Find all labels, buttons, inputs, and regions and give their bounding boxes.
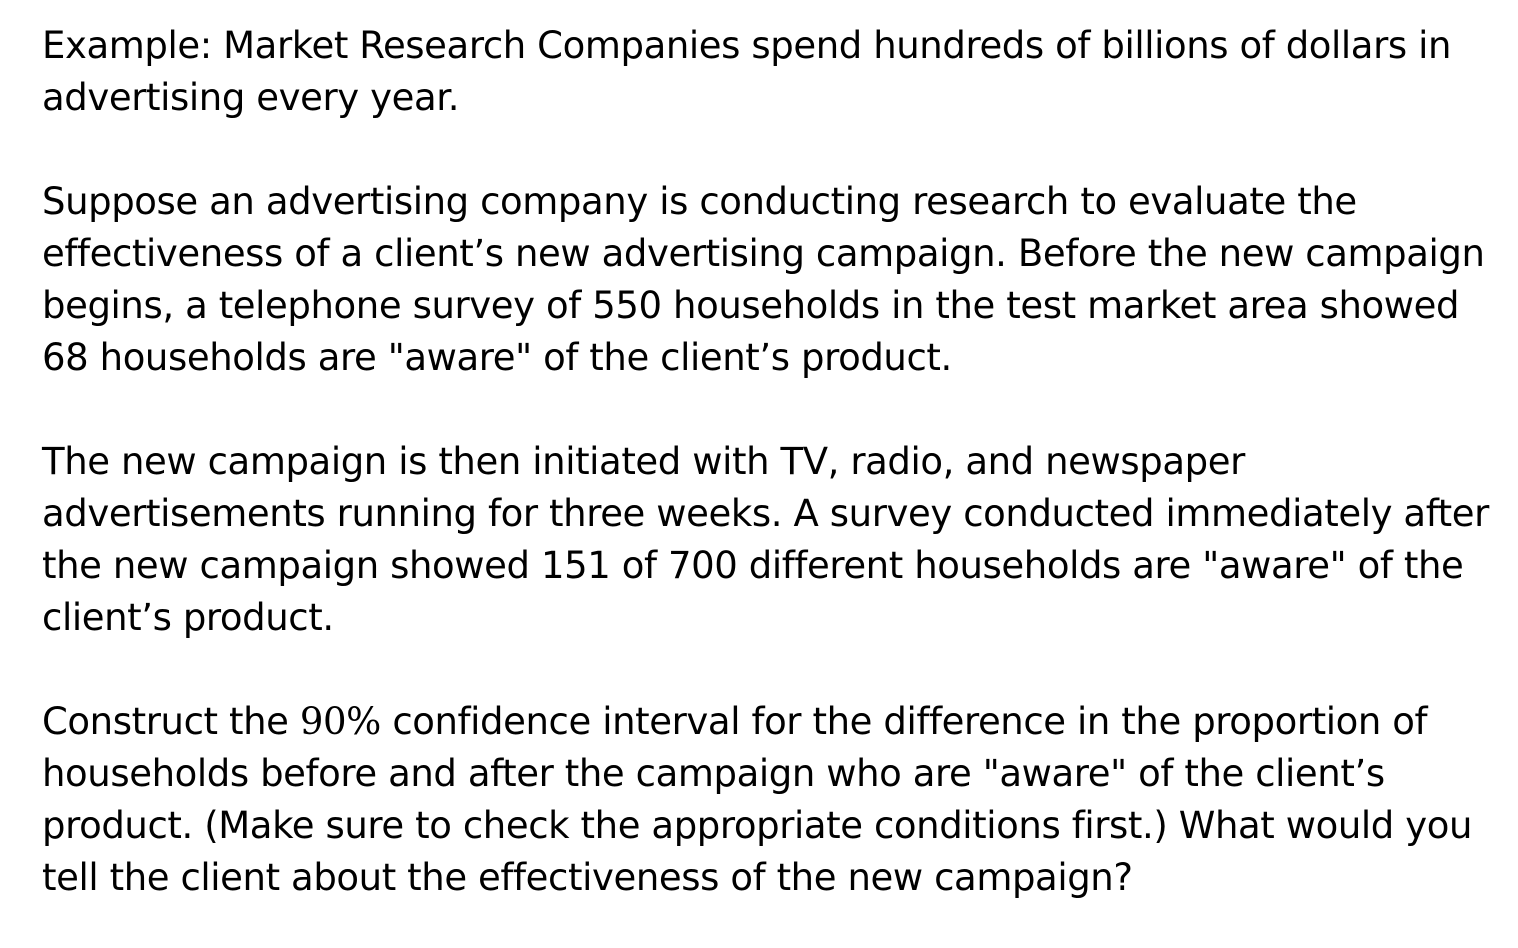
followup-paragraph: The new campaign is then initiated with … [42,440,1489,639]
question-rest: confidence interval for the difference i… [42,700,1472,899]
document-page: Example: Market Research Companies spend… [42,20,1492,904]
intro-paragraph: Example: Market Research Companies spend… [42,24,1452,119]
question-paragraph: Construct the 90% confidence interval fo… [42,696,1492,904]
scenario-paragraph: Suppose an advertising company is conduc… [42,180,1485,379]
confidence-level: 90% [299,700,381,743]
question-prefix: Construct the [42,700,289,743]
